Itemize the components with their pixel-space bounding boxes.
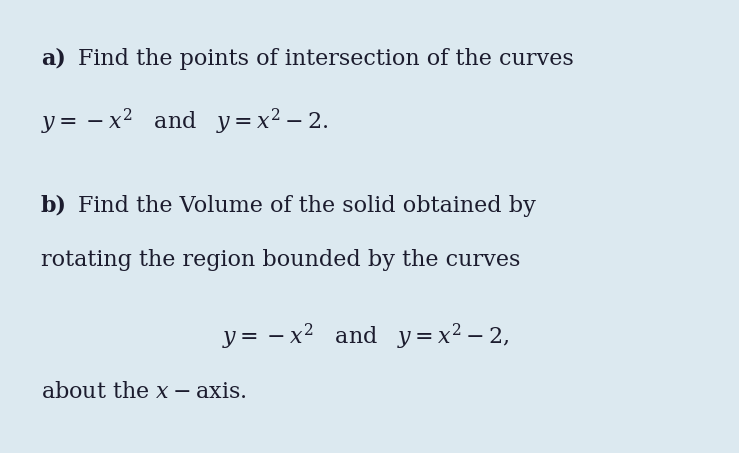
Text: a): a) <box>41 48 66 70</box>
Text: Find the points of intersection of the curves: Find the points of intersection of the c… <box>78 48 573 70</box>
Text: Find the Volume of the solid obtained by: Find the Volume of the solid obtained by <box>78 195 536 217</box>
Text: b): b) <box>41 195 67 217</box>
Text: rotating the region bounded by the curves: rotating the region bounded by the curve… <box>41 249 520 271</box>
Text: $y = -x^2$   and   $y = x^2 - 2.$: $y = -x^2$ and $y = x^2 - 2.$ <box>41 106 328 137</box>
Text: $y = -x^2$   and   $y = x^2 - 2,$: $y = -x^2$ and $y = x^2 - 2,$ <box>222 322 509 352</box>
Text: about the $x-$axis.: about the $x-$axis. <box>41 381 246 403</box>
